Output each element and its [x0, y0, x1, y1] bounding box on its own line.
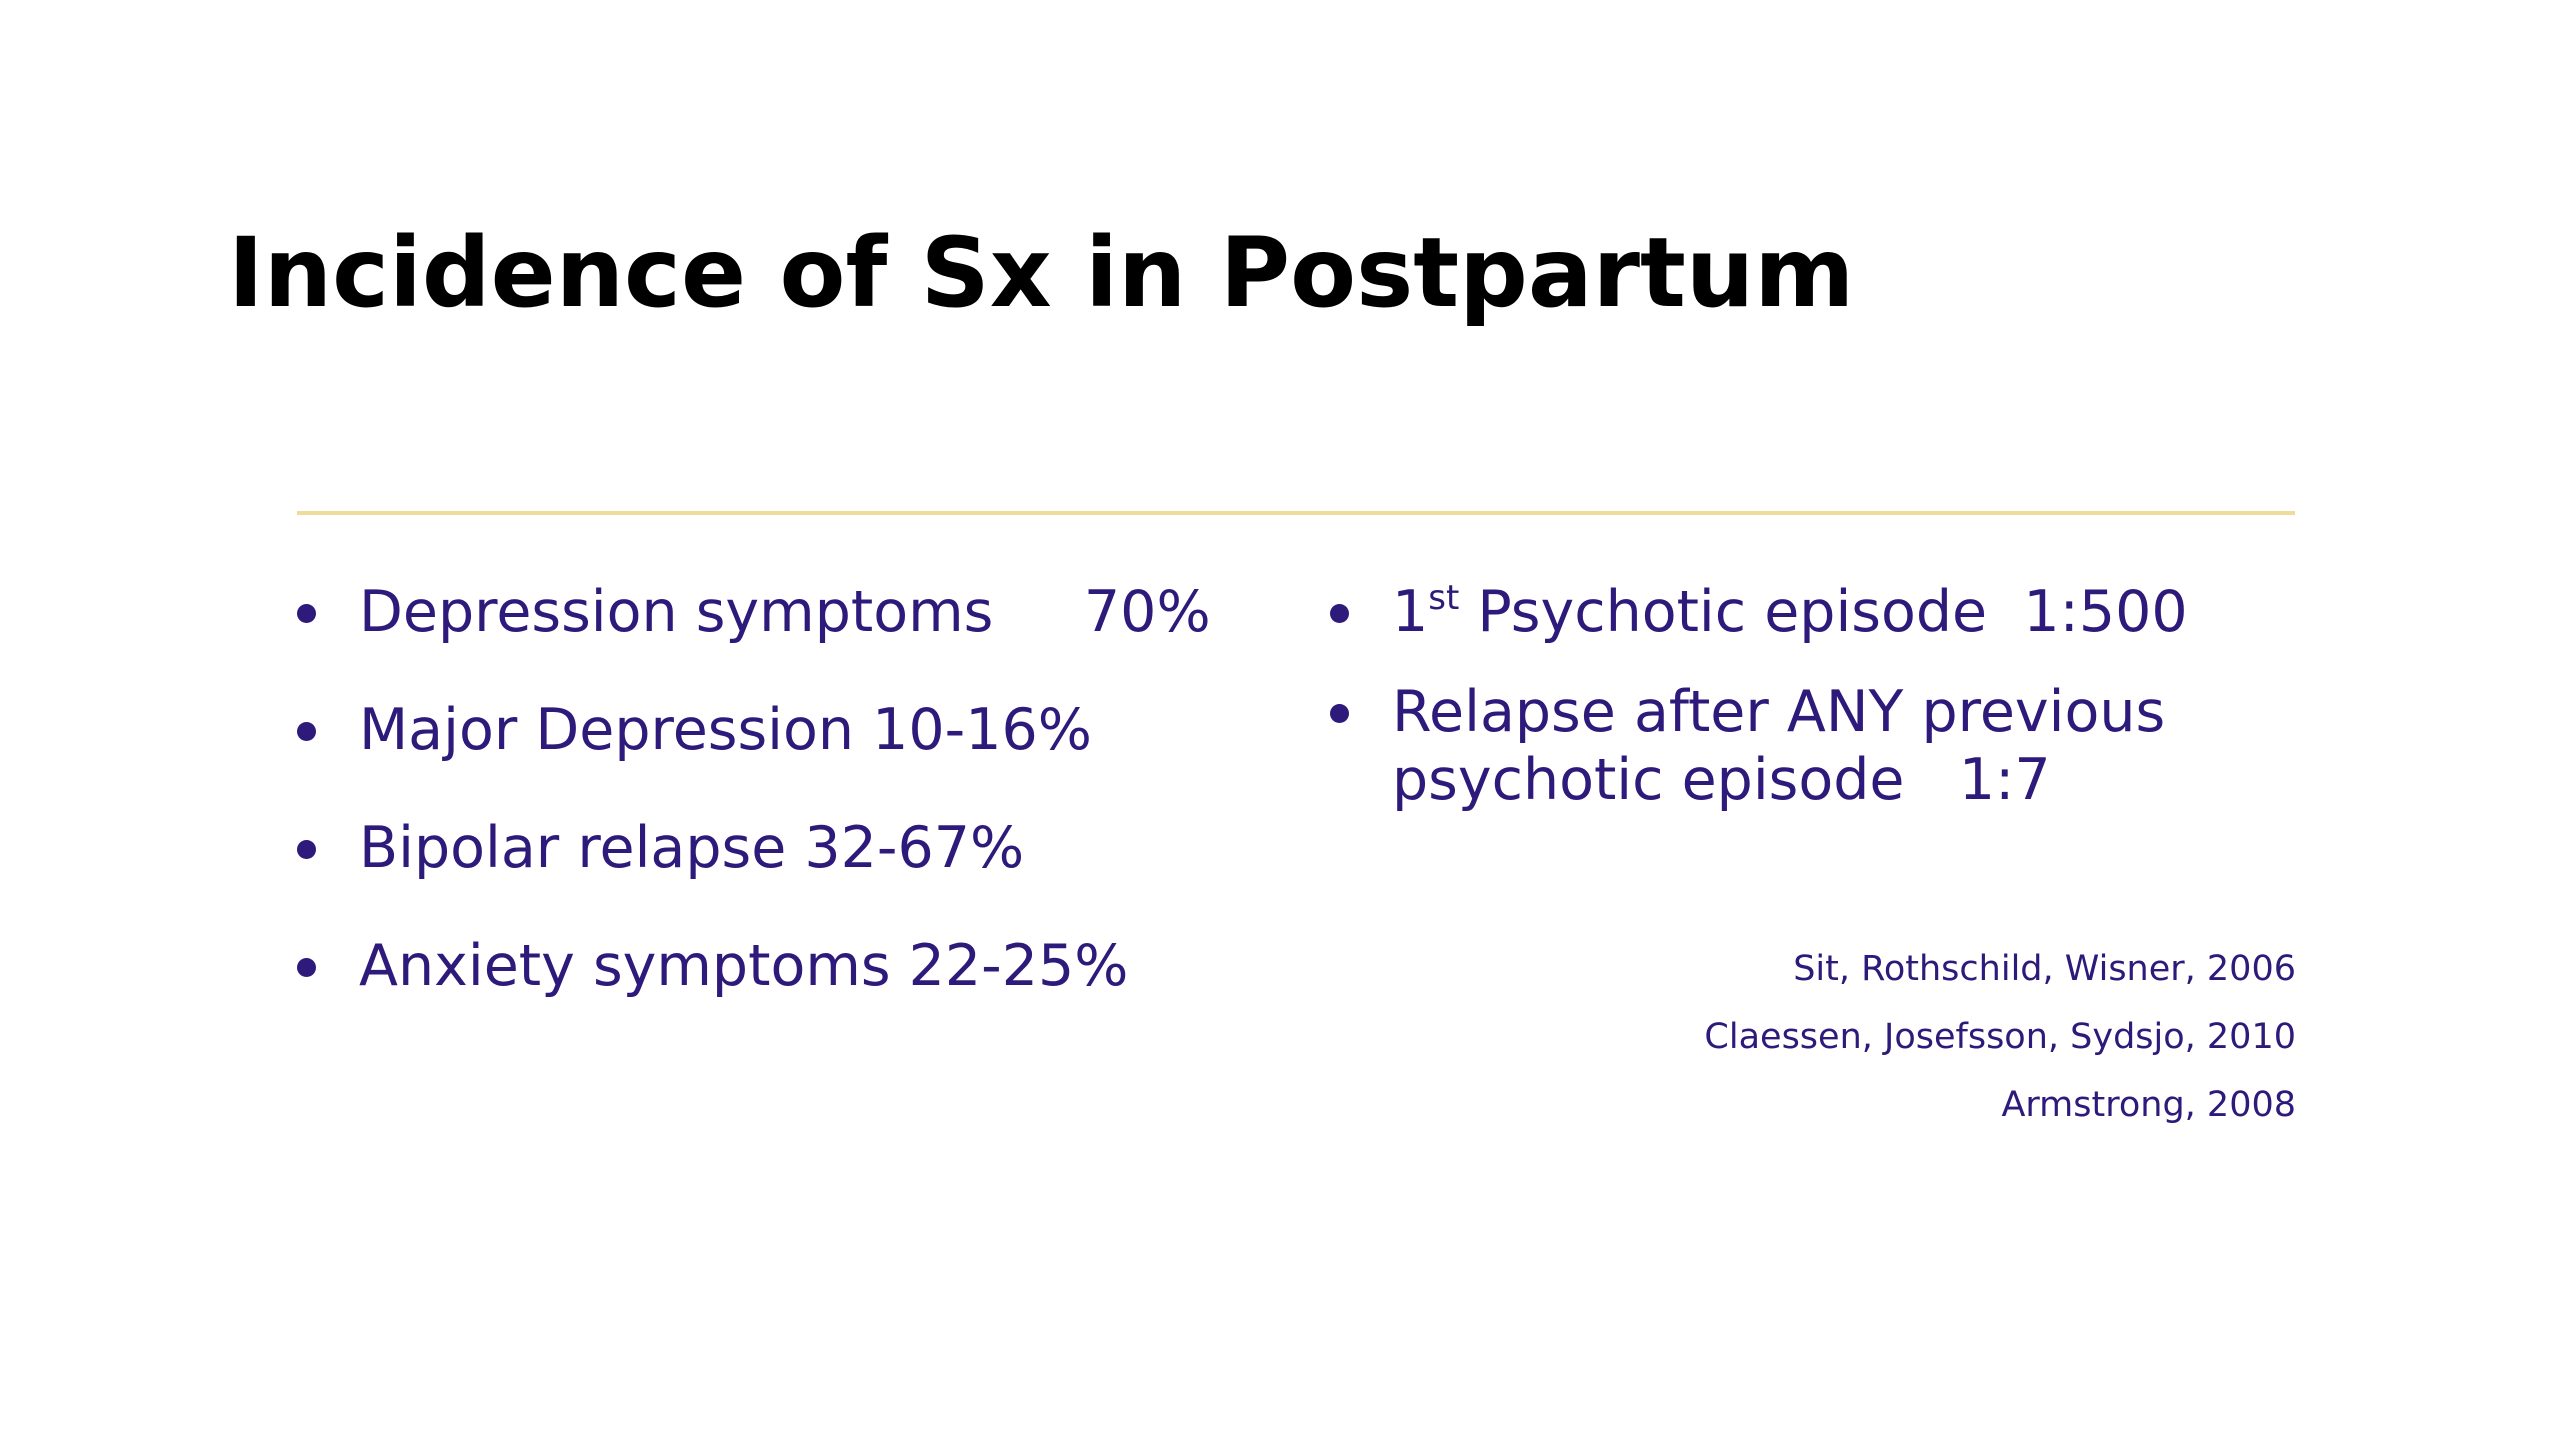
- list-item: Depression symptoms 70%: [297, 578, 1297, 646]
- list-item: Major Depression 10-16%: [297, 696, 1297, 764]
- list-item: Relapse after ANY previous psychotic epi…: [1330, 678, 2280, 814]
- bullet-icon: [1330, 704, 1349, 723]
- list-item-text: Relapse after ANY previous psychotic epi…: [1392, 679, 2166, 813]
- bullet-icon: [1330, 604, 1349, 623]
- bullet-icon: [297, 840, 316, 859]
- list-item-text: Depression symptoms 70%: [359, 579, 1211, 645]
- slide-title: Incidence of Sx in Postpartum: [228, 217, 1855, 329]
- ordinal-number: 1: [1392, 579, 1429, 645]
- list-item: Anxiety symptoms 22-25%: [297, 932, 1297, 1000]
- list-item-text: Bipolar relapse 32-67%: [359, 815, 1025, 881]
- list-item: 1st Psychotic episode 1:500: [1330, 578, 2280, 646]
- list-item-text: Anxiety symptoms 22-25%: [359, 933, 1129, 999]
- reference-line: Armstrong, 2008: [2001, 1085, 2296, 1125]
- bullet-icon: [297, 604, 316, 623]
- references: Sit, Rothschild, Wisner, 2006 Claessen, …: [1704, 935, 2296, 1139]
- ordinal-suffix: st: [1428, 578, 1460, 618]
- bullet-icon: [297, 722, 316, 741]
- reference-line: Claessen, Josefsson, Sydsjo, 2010: [1704, 1017, 2296, 1057]
- list-item-text: 1st Psychotic episode 1:500: [1392, 579, 2188, 645]
- right-bullet-list: 1st Psychotic episode 1:500 Relapse afte…: [1330, 578, 2280, 846]
- title-divider: [297, 511, 2295, 515]
- list-item: Bipolar relapse 32-67%: [297, 814, 1297, 882]
- reference-line: Sit, Rothschild, Wisner, 2006: [1793, 949, 2296, 989]
- list-item-text: Major Depression 10-16%: [359, 697, 1092, 763]
- left-bullet-list: Depression symptoms 70% Major Depression…: [297, 578, 1297, 1050]
- bullet-icon: [297, 958, 316, 977]
- list-item-rest: Psychotic episode 1:500: [1459, 579, 2188, 645]
